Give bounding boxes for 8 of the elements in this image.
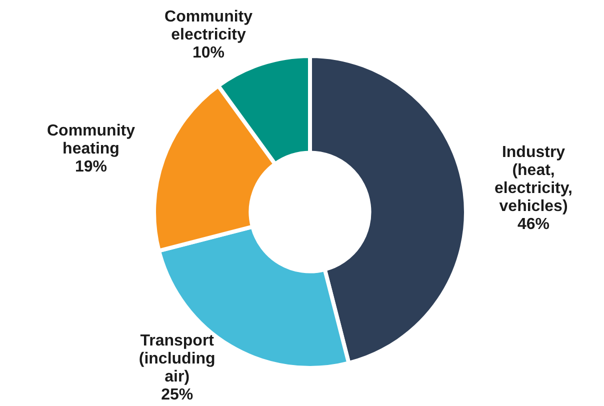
- data-label: 46%: [518, 216, 550, 234]
- data-label: 19%: [74, 158, 108, 176]
- slice-label: Community heating: [46, 122, 136, 158]
- data-label: 10%: [192, 44, 225, 62]
- slice-label: Industry (heat, electricity, vehicles): [494, 144, 572, 216]
- slice-label: Transport (including air): [138, 332, 216, 386]
- slice-label: Community electricity: [164, 8, 253, 44]
- data-label: 25%: [161, 386, 194, 404]
